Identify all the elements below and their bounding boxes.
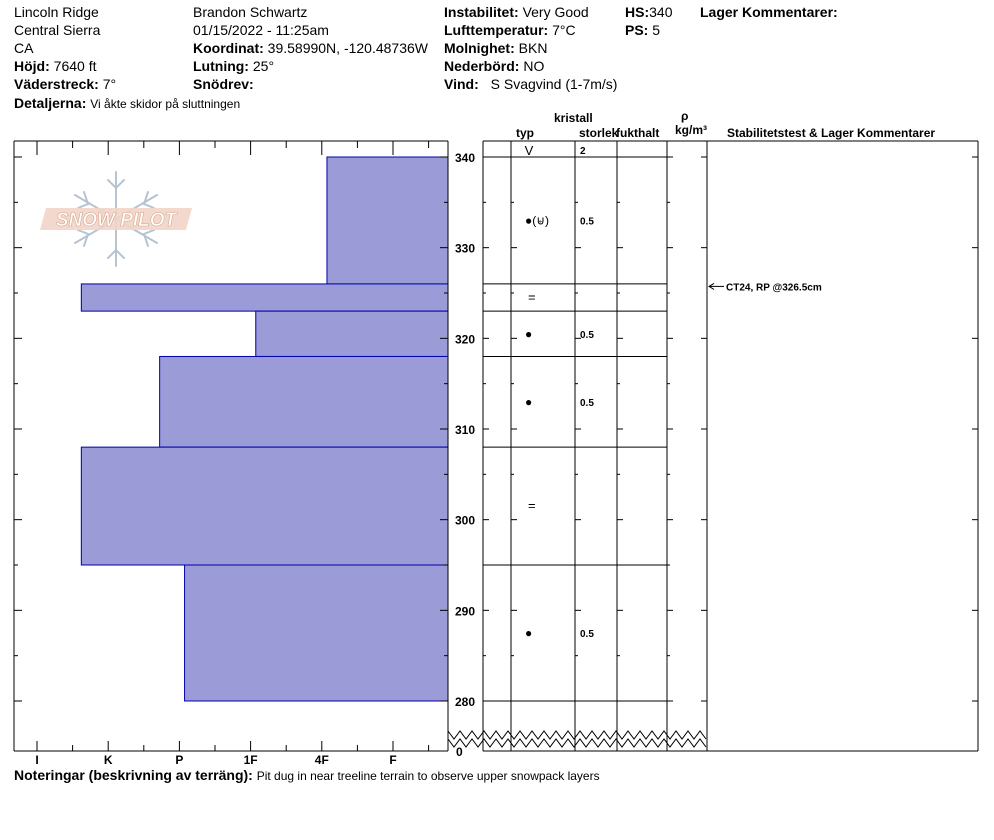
depth-tick-label: 290 [455,604,475,618]
depth-tick-label: 340 [455,151,475,165]
coordinates: Koordinat: 39.58990N, -120.48736W [193,40,428,56]
grain-type-symbol: = [528,498,536,513]
precipitation-label: Nederbörd: [444,58,520,74]
snow-height: HS:340 [625,4,672,20]
terrain-notes: Noteringar (beskrivning av terräng): Pit… [14,767,600,784]
mountain-range: Central Sierra [14,22,101,38]
grain-type-symbol: ●(⊌) [525,213,549,227]
location-name: Lincoln Ridge [14,4,99,20]
snowdrift: Snödrev: [193,76,254,92]
slope-label: Lutning: [193,58,249,74]
depth-break-zigzag [447,730,707,748]
coordinates-label: Koordinat: [193,40,264,56]
hardness-tick-label: 1F [244,753,258,767]
depth-tick-label: 320 [455,332,475,346]
depth-tick-label: 300 [455,514,475,528]
type-header: typ [516,126,534,140]
state: CA [14,40,34,56]
slope: Lutning: 25° [193,58,274,74]
snow-height-value: 340 [649,4,673,20]
hardness-tick-label: P [175,753,183,767]
pit-score-value: 5 [652,22,661,38]
grain-type-symbol: ● [525,327,532,341]
wind-value: S Svagvind (1-7m/s) [490,76,618,92]
grain-size-value: 0.5 [580,398,594,409]
grain-type-symbol: = [528,290,536,305]
depth-tick-label: 330 [455,242,475,256]
grain-size-value: 0.5 [580,330,594,341]
hardness-layer-bar [80,446,449,566]
air-temperature-label: Lufttemperatur: [444,22,549,38]
depth-zero-label: 0 [456,745,463,759]
air-temperature: Lufttemperatur: 7°C [444,22,576,38]
density-rho-header: ρ [681,109,689,123]
hardness-layers [80,156,449,702]
terrain-notes-label: Noteringar (beskrivning av terräng): [14,767,253,783]
grain-type-symbol: ● [525,626,532,640]
elevation-value: 7640 ft [53,58,97,74]
stability-test-arrow [708,282,715,290]
details-label: Detaljerna: [14,95,87,111]
hardness-tick-label: K [104,753,113,767]
pit-score-label: PS: [625,22,649,38]
observation-datetime: 01/15/2022 - 11:25am [193,22,329,38]
elevation: Höjd: 7640 ft [14,58,96,74]
precipitation-value: NO [523,58,545,74]
observer-name: Brandon Schwartz [193,4,308,20]
stability-test-label: CT24, RP @326.5cm [726,282,822,293]
snowpilot-logo: SNOW PILOT [40,171,192,267]
hardness-layer-bar [255,310,449,357]
hardness-layer-bar [184,564,449,702]
slope-value: 25° [252,58,275,74]
hardness-layer-bar [159,355,449,448]
surface-grain-size: 2 [580,146,586,157]
hardness-tick-label: I [35,753,38,767]
instability: Instabilitet: Very Good [444,4,589,20]
snowdrift-label: Snödrev: [193,76,254,92]
grain-size-value: 0.5 [580,629,594,640]
density-unit-header: kg/m³ [675,123,708,137]
hardness-layer-bar [80,283,449,312]
precipitation: Nederbörd: NO [444,58,544,74]
hardness-layer-bar [326,156,449,285]
instability-label: Instabilitet: [444,4,519,20]
size-header: storlek [579,126,619,140]
cloud-cover-value: BKN [518,40,548,56]
details-value: Vi åkte skidor på sluttningen [90,97,241,111]
wind-label: Vind: [444,76,479,92]
grain-size-value: 0.5 [580,216,594,227]
coordinates-value: 39.58990N, -120.48736W [267,40,428,56]
grain-type-symbol: ● [525,395,532,409]
cloud-cover-label: Molnighet: [444,40,515,56]
cloud-cover: Molnighet: BKN [444,40,547,56]
wind: Vind: S Svagvind (1-7m/s) [444,76,617,92]
aspect: Väderstreck: 7° [14,76,116,92]
depth-tick-label: 310 [455,423,475,437]
moisture-header: fukthalt [616,126,660,140]
aspect-value: 7° [102,76,117,92]
aspect-label: Väderstreck: [14,76,99,92]
pit-score: PS: 5 [625,22,660,38]
hardness-tick-label: 4F [315,753,329,767]
snow-height-label: HS: [625,4,650,20]
depth-tick-label: 280 [455,695,475,709]
terrain-notes-value: Pit dug in near treeline terrain to obse… [256,769,600,783]
crystal-header: kristall [554,111,593,125]
grain-table [482,140,979,752]
details: Detaljerna: Vi åkte skidor på sluttninge… [14,95,240,112]
elevation-label: Höjd: [14,58,50,74]
logo-text: SNOW PILOT [56,210,178,231]
layer-comments-heading: Lager Kommentarer: [700,4,838,20]
surface-grain-symbol: V [525,143,534,158]
air-temperature-value: 7°C [552,22,576,38]
stability-header: Stabilitetstest & Lager Kommentarer [727,126,936,140]
instability-value: Very Good [522,4,589,20]
hardness-tick-label: F [389,753,396,767]
